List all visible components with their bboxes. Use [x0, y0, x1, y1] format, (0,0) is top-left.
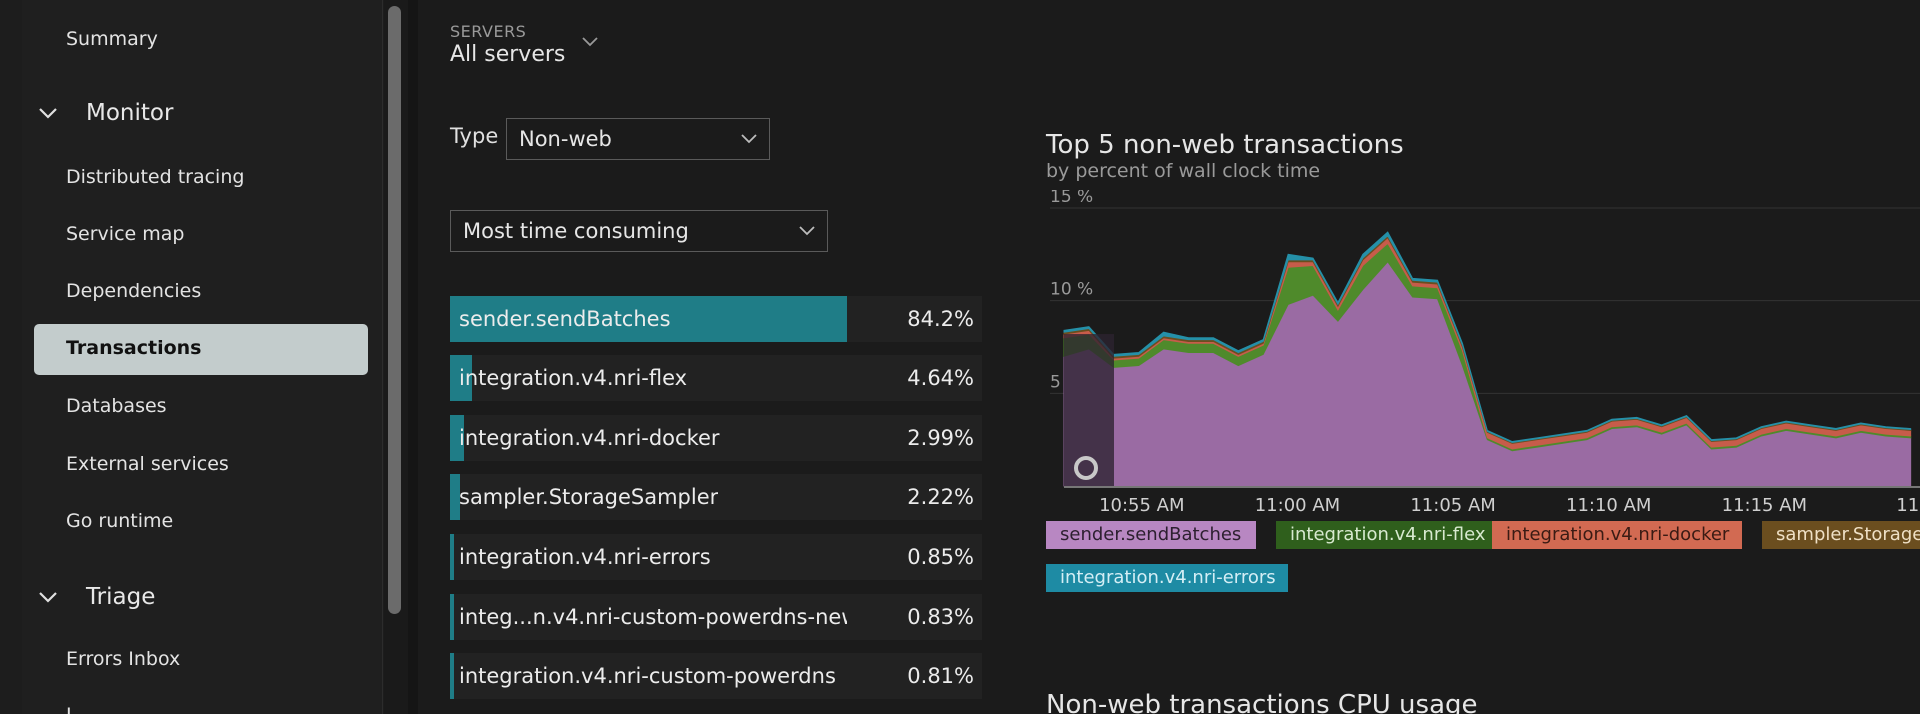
sidebar-section-triage[interactable]: Triage [38, 584, 155, 610]
area-series-0[interactable] [1063, 260, 1912, 487]
chevron-down-icon [741, 134, 757, 144]
chevron-down-icon [39, 108, 57, 119]
transaction-name: sender.sendBatches [459, 307, 671, 331]
sort-select-value: Most time consuming [463, 219, 689, 243]
time-window-shade [1064, 334, 1114, 486]
chart-subtitle: by percent of wall clock time [1046, 160, 1321, 182]
sidebar-item-dependencies[interactable]: Dependencies [66, 280, 202, 302]
chart-title: Top 5 non-web transactions [1046, 130, 1404, 160]
sidebar-scrollbar-thumb[interactable] [388, 6, 401, 614]
transaction-bar [450, 355, 472, 401]
transaction-value: 4.64% [907, 366, 974, 390]
transaction-row[interactable]: sender.sendBatches 84.2% [450, 296, 982, 342]
sort-select[interactable]: Most time consuming [450, 210, 828, 252]
transaction-bar [450, 653, 454, 699]
sidebar-item-external-services[interactable]: External services [66, 453, 229, 475]
transaction-bar [450, 415, 465, 461]
x-tick-label: 10:55 AM [1099, 495, 1184, 516]
transaction-value: 0.83% [907, 605, 974, 629]
transaction-name: integ...n.v4.nri-custom-powerdns-new [459, 605, 847, 629]
x-tick-label: 11:2( [1896, 495, 1920, 516]
sidebar-section-label: Monitor [86, 100, 174, 126]
sidebar-section-label: Triage [86, 584, 156, 610]
x-tick-label: 11:15 AM [1722, 495, 1807, 516]
sidebar-item-errors-inbox[interactable]: Errors Inbox [66, 648, 181, 670]
x-tick-label: 11:05 AM [1410, 495, 1495, 516]
legend-item[interactable]: sampler.StorageSampler [1762, 521, 1920, 549]
transaction-bar [450, 296, 847, 342]
sidebar-section-monitor[interactable]: Monitor [38, 100, 173, 126]
transaction-row[interactable]: integration.v4.nri-docker 2.99% [450, 415, 982, 461]
legend-item[interactable]: sender.sendBatches [1046, 521, 1256, 549]
sidebar-item-transactions-label: Transactions [66, 337, 202, 359]
transaction-value: 2.22% [907, 485, 974, 509]
servers-label: SERVERS [450, 22, 527, 41]
y-tick-label: 15 % [1050, 190, 1093, 207]
servers-dropdown[interactable]: All servers [450, 42, 566, 67]
sidebar-item-databases[interactable]: Databases [66, 395, 167, 417]
transaction-value: 84.2% [907, 307, 974, 331]
legend-item[interactable]: integration.v4.nri-errors [1046, 564, 1288, 592]
sidebar-item-distributed-tracing[interactable]: Distributed tracing [66, 166, 245, 188]
main-content: SERVERS All servers Type Non-web Most ti… [418, 0, 1920, 714]
transaction-row[interactable]: integration.v4.nri-custom-powerdns 0.81% [450, 653, 982, 699]
type-select-value: Non-web [519, 127, 612, 151]
sidebar: Summary Monitor Distributed tracing Serv… [0, 0, 408, 714]
sidebar-item-go-runtime[interactable]: Go runtime [66, 510, 174, 532]
transaction-value: 2.99% [907, 426, 974, 450]
transaction-name: integration.v4.nri-custom-powerdns [459, 664, 836, 688]
legend-item[interactable]: integration.v4.nri-docker [1492, 521, 1742, 549]
legend-item[interactable]: integration.v4.nri-flex [1276, 521, 1498, 549]
transaction-bar [450, 534, 454, 580]
transaction-value: 0.85% [907, 545, 974, 569]
chevron-down-icon [39, 592, 57, 603]
x-tick-label: 11:10 AM [1566, 495, 1651, 516]
transaction-row[interactable]: sampler.StorageSampler 2.22% [450, 474, 982, 520]
chevron-down-icon[interactable] [580, 36, 600, 48]
transaction-name: integration.v4.nri-flex [459, 366, 688, 390]
transaction-row[interactable]: integration.v4.nri-errors 0.85% [450, 534, 982, 580]
loading-indicator-icon [1074, 456, 1098, 480]
sidebar-item-partial[interactable]: L [66, 704, 77, 714]
transaction-value: 0.81% [907, 664, 974, 688]
sidebar-item-summary[interactable]: Summary [66, 28, 158, 50]
y-tick-label: 10 % [1050, 280, 1093, 300]
area-series-4[interactable] [1063, 231, 1912, 443]
transaction-bar [450, 474, 461, 520]
transaction-bar [450, 594, 454, 640]
type-label: Type [450, 124, 499, 148]
transaction-row[interactable]: integration.v4.nri-flex 4.64% [450, 355, 982, 401]
x-tick-label: 11:00 AM [1255, 495, 1340, 516]
type-select[interactable]: Non-web [506, 118, 770, 160]
sidebar-item-transactions[interactable] [34, 324, 368, 375]
sidebar-item-service-map[interactable]: Service map [66, 223, 185, 245]
transaction-row[interactable]: integ...n.v4.nri-custom-powerdns-new 0.83… [450, 594, 982, 640]
transaction-name: integration.v4.nri-errors [459, 545, 711, 569]
transaction-name: sampler.StorageSampler [459, 485, 719, 509]
chevron-down-icon [799, 226, 815, 236]
panel-divider [408, 0, 418, 714]
cpu-chart-title: Non-web transactions CPU usage [1046, 690, 1478, 714]
transaction-name: integration.v4.nri-docker [459, 426, 720, 450]
